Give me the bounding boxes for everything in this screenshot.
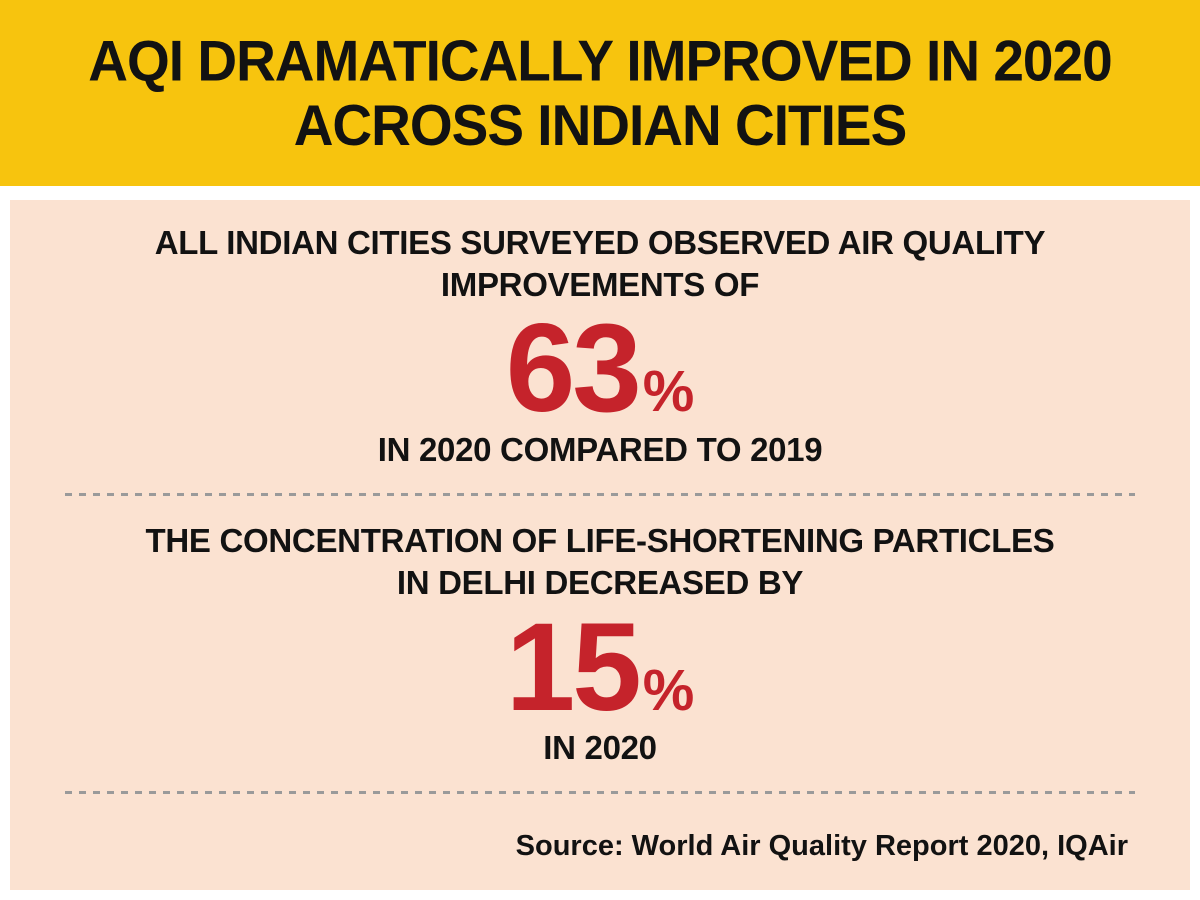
- stat-lead-line-2: IN DELHI DECREASED BY: [396, 564, 804, 602]
- source-credit: Source: World Air Quality Report 2020, I…: [515, 830, 1128, 863]
- stat-percent: %: [642, 359, 695, 425]
- stat-lead-line-1: ALL INDIAN CITIES SURVEYED OBSERVED AIR …: [154, 224, 1046, 261]
- title-line-2: ACROSS INDIAN CITIES: [293, 93, 908, 158]
- title-line-1: AQI DRAMATICALLY IMPROVED IN 2020: [88, 28, 1112, 93]
- stat-lead: THE CONCENTRATION OF LIFE-SHORTENING PAR…: [146, 520, 1055, 604]
- dashed-divider: [65, 791, 1135, 795]
- body-panel: ALL INDIAN CITIES SURVEYED OBSERVED AIR …: [10, 200, 1190, 890]
- header-banner: AQI DRAMATICALLY IMPROVED IN 2020 ACROSS…: [0, 0, 1200, 186]
- stat-caption: IN 2020 COMPARED TO 2019: [377, 431, 823, 469]
- stat-percent: %: [642, 657, 695, 723]
- stat-figure: 63 %: [155, 299, 1045, 439]
- stat-section-cities: ALL INDIAN CITIES SURVEYED OBSERVED AIR …: [154, 222, 1046, 469]
- stat-figure: 15 %: [146, 597, 1055, 737]
- stat-caption: IN 2020: [543, 729, 657, 767]
- stat-value: 63: [505, 299, 642, 439]
- stat-section-delhi: THE CONCENTRATION OF LIFE-SHORTENING PAR…: [146, 520, 1055, 767]
- stat-lead-line-1: THE CONCENTRATION OF LIFE-SHORTENING PAR…: [145, 522, 1055, 560]
- stat-lead-line-2: IMPROVEMENTS OF: [440, 266, 760, 304]
- stat-lead: ALL INDIAN CITIES SURVEYED OBSERVED AIR …: [154, 222, 1046, 306]
- dashed-divider: [65, 493, 1135, 497]
- stat-value: 15: [505, 597, 642, 737]
- infographic-title: AQI DRAMATICALLY IMPROVED IN 2020 ACROSS…: [88, 28, 1112, 158]
